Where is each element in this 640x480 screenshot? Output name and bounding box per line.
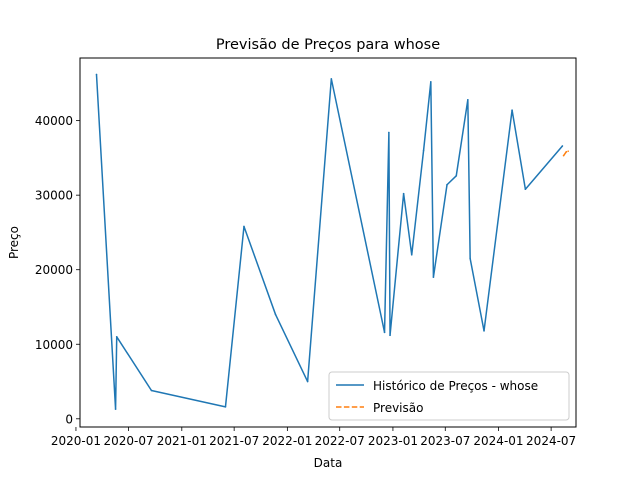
series-0-point-9 [383, 331, 386, 334]
series-0-point-24 [561, 145, 564, 147]
series-0-point-11 [389, 334, 391, 337]
legend: Histórico de Preços - whose Previsão [328, 371, 570, 421]
chart-title: Previsão de Preços para whose [216, 37, 440, 53]
y-axis-title: Preço [7, 226, 21, 259]
legend-label-historico: Histórico de Preços - whose [373, 379, 538, 393]
series-0-point-22 [511, 109, 513, 111]
series-0-point-13 [410, 254, 413, 256]
series-0-point-2 [115, 336, 118, 338]
legend-label-previsao: Previsão [373, 401, 423, 415]
series-0-point-3 [150, 389, 153, 392]
series-0-point-18 [455, 174, 458, 177]
x-tick-label-6: 2023-01 [368, 434, 418, 448]
series-0-point-4 [224, 406, 227, 408]
plot-frame [79, 57, 577, 428]
series-0-point-5 [243, 225, 245, 228]
series-0-point-17 [446, 183, 448, 186]
series-0-point-21 [483, 330, 485, 332]
x-tick-label-5: 2022-07 [315, 434, 365, 448]
series-0-point-23 [524, 188, 527, 190]
x-axis-ticks: 2020-01 2020-07 2021-01 2021-07 2022-01 2022-… [51, 427, 576, 448]
series-0-point-19 [467, 98, 469, 101]
series-0-point-16 [432, 276, 435, 278]
series-0-point-15 [430, 81, 432, 83]
x-tick-label-4: 2022-01 [262, 434, 312, 448]
series-0-point-12 [402, 192, 405, 195]
series-0-point-8 [330, 78, 333, 80]
series-0-point-14 [422, 149, 425, 152]
series-0-point-6 [274, 313, 277, 316]
series-0-point-0 [95, 73, 98, 76]
series-1-point-2 [567, 150, 569, 152]
series-0-point-7 [306, 380, 309, 383]
series-1-point-0 [562, 154, 565, 157]
series-layer [95, 73, 569, 410]
series-0-point-20 [469, 257, 471, 260]
y-tick-label-0: 0 [65, 412, 73, 426]
x-tick-label-1: 2020-07 [104, 434, 154, 448]
legend-box [328, 371, 570, 421]
y-tick-label-4: 40000 [35, 114, 73, 128]
series-0-point-1 [114, 408, 117, 410]
x-tick-label-7: 2023-07 [420, 434, 470, 448]
y-tick-label-3: 30000 [35, 189, 73, 203]
series-0-point-10 [388, 131, 390, 134]
x-tick-label-8: 2024-01 [473, 434, 523, 448]
series-1-point-1 [565, 151, 567, 153]
x-tick-label-9: 2024-07 [526, 434, 576, 448]
x-tick-label-3: 2021-07 [209, 434, 259, 448]
x-axis-title: Data [314, 456, 343, 470]
x-tick-label-0: 2020-01 [51, 434, 101, 448]
y-tick-label-1: 10000 [35, 338, 73, 352]
x-tick-label-2: 2021-01 [157, 434, 207, 448]
y-axis-ticks: 0 10000 20000 30000 40000 [35, 114, 80, 426]
y-tick-label-2: 20000 [35, 263, 73, 277]
